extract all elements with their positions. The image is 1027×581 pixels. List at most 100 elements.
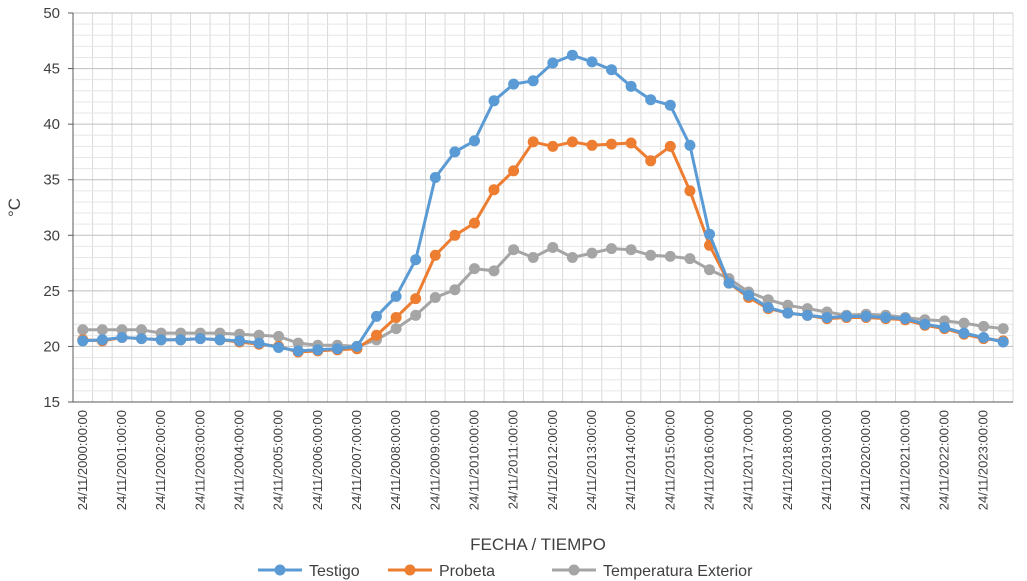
x-tick-label: 24/11/2008:00:00 bbox=[388, 410, 403, 510]
data-point bbox=[155, 334, 167, 346]
y-tick-label: 45 bbox=[43, 61, 60, 78]
x-tick-label: 24/11/2015:00:00 bbox=[662, 410, 677, 510]
data-point bbox=[96, 324, 108, 336]
data-point bbox=[547, 242, 559, 253]
data-point bbox=[566, 136, 578, 148]
data-point bbox=[645, 94, 657, 106]
data-point bbox=[547, 57, 559, 69]
legend-item: Testigo bbox=[258, 563, 360, 580]
x-tick-label: 24/11/2003:00:00 bbox=[192, 410, 207, 510]
data-point bbox=[488, 265, 500, 277]
data-point bbox=[253, 329, 265, 341]
series-testigo bbox=[77, 49, 1009, 357]
data-point bbox=[488, 95, 500, 107]
y-tick-label: 20 bbox=[43, 338, 60, 355]
data-point bbox=[527, 75, 539, 87]
data-point bbox=[214, 334, 226, 346]
data-point bbox=[429, 292, 441, 303]
x-tick-label: 24/11/2000:00:00 bbox=[75, 410, 90, 510]
x-tick-label: 24/11/2001:00:00 bbox=[114, 410, 129, 510]
x-tick-label: 24/11/2013:00:00 bbox=[584, 410, 599, 510]
x-tick-label: 24/11/2020:00:00 bbox=[858, 410, 873, 510]
x-tick-label: 24/11/2016:00:00 bbox=[701, 410, 716, 510]
data-point bbox=[273, 330, 285, 342]
x-tick-label: 24/11/2021:00:00 bbox=[897, 410, 912, 510]
data-point bbox=[586, 56, 598, 68]
data-point bbox=[762, 302, 774, 313]
data-point bbox=[625, 244, 637, 256]
data-point bbox=[664, 140, 676, 152]
data-point bbox=[625, 80, 637, 92]
legend-marker bbox=[568, 564, 580, 576]
data-point bbox=[625, 137, 637, 149]
data-point bbox=[194, 333, 206, 345]
data-point bbox=[449, 229, 461, 241]
legend-item: Probeta bbox=[388, 563, 495, 580]
chart-legend: Testigo Probeta Temperatura Exterior bbox=[258, 563, 753, 580]
data-point bbox=[508, 165, 520, 177]
data-point bbox=[273, 342, 285, 353]
y-tick-label: 15 bbox=[43, 394, 60, 411]
data-point bbox=[116, 324, 128, 336]
data-point bbox=[684, 139, 696, 151]
x-tick-label: 24/11/2018:00:00 bbox=[780, 410, 795, 510]
data-point bbox=[136, 324, 147, 336]
data-point bbox=[704, 264, 715, 276]
x-tick-label: 24/11/2011:00:00 bbox=[506, 410, 521, 509]
data-point bbox=[253, 337, 265, 349]
data-point bbox=[762, 294, 774, 306]
data-point bbox=[919, 318, 931, 330]
data-point bbox=[821, 312, 833, 323]
data-point bbox=[449, 146, 461, 158]
y-axis-tick-labels: 15 20 25 30 35 40 45 50 bbox=[43, 5, 60, 411]
data-point bbox=[664, 99, 676, 111]
x-tick-label: 24/11/2014:00:00 bbox=[623, 410, 638, 510]
data-point bbox=[841, 310, 852, 322]
x-tick-label: 24/11/2005:00:00 bbox=[271, 410, 286, 510]
data-point bbox=[978, 332, 990, 343]
data-point bbox=[410, 293, 422, 305]
legend-label: Testigo bbox=[309, 563, 360, 580]
data-point bbox=[704, 228, 715, 240]
x-axis-tick-labels: 24/11/2000:00:00 24/11/2001:00:00 24/11/20… bbox=[75, 410, 991, 510]
y-tick-label: 50 bbox=[43, 5, 60, 22]
x-tick-label: 24/11/2009:00:00 bbox=[427, 410, 442, 510]
chart-axes bbox=[68, 12, 1013, 403]
data-point bbox=[77, 335, 89, 347]
data-point bbox=[175, 334, 187, 346]
data-point bbox=[527, 136, 539, 148]
data-point bbox=[449, 284, 461, 296]
x-tick-label: 24/11/2002:00:00 bbox=[153, 410, 168, 510]
data-point bbox=[96, 334, 108, 346]
data-point bbox=[312, 344, 324, 356]
data-point bbox=[508, 78, 520, 90]
x-tick-label: 24/11/2023:00:00 bbox=[976, 410, 991, 510]
data-point bbox=[958, 327, 970, 339]
data-point bbox=[234, 335, 245, 347]
data-point bbox=[645, 155, 657, 167]
data-point bbox=[606, 138, 617, 150]
data-point bbox=[371, 310, 382, 322]
data-point bbox=[645, 249, 657, 261]
data-point bbox=[606, 64, 617, 76]
data-point bbox=[429, 172, 441, 183]
chart-grid bbox=[72, 12, 1014, 403]
data-point bbox=[488, 184, 500, 196]
y-tick-label: 35 bbox=[43, 172, 60, 189]
data-point bbox=[469, 263, 480, 275]
data-point bbox=[116, 332, 128, 343]
data-point bbox=[469, 217, 480, 229]
y-tick-label: 25 bbox=[43, 283, 60, 300]
y-tick-label: 30 bbox=[43, 227, 60, 244]
data-point bbox=[586, 247, 598, 259]
legend-item: Temperatura Exterior bbox=[552, 563, 753, 580]
data-point bbox=[77, 324, 89, 336]
data-point bbox=[292, 337, 304, 349]
data-point bbox=[547, 140, 559, 152]
chart-series bbox=[77, 49, 1009, 358]
data-point bbox=[390, 312, 402, 323]
data-point bbox=[469, 135, 480, 147]
data-point bbox=[410, 254, 422, 266]
data-point bbox=[880, 312, 892, 323]
